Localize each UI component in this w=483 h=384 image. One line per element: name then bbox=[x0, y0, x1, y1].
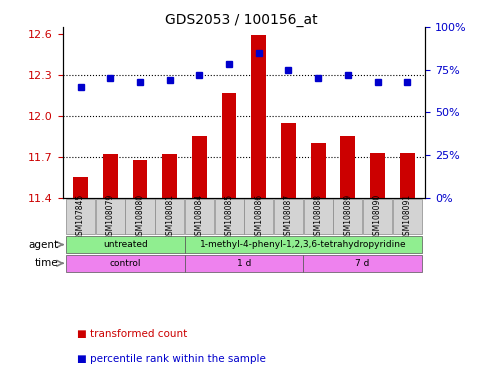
Text: agent: agent bbox=[28, 240, 58, 250]
FancyBboxPatch shape bbox=[126, 199, 155, 235]
Text: 7 d: 7 d bbox=[355, 259, 370, 268]
Text: GSM108080: GSM108080 bbox=[136, 194, 144, 240]
FancyBboxPatch shape bbox=[244, 199, 273, 235]
Text: GSM108079: GSM108079 bbox=[106, 194, 115, 240]
Text: untreated: untreated bbox=[103, 240, 147, 249]
Text: GDS2053 / 100156_at: GDS2053 / 100156_at bbox=[165, 13, 318, 27]
Text: GSM108086: GSM108086 bbox=[254, 194, 263, 240]
Text: GSM108091: GSM108091 bbox=[403, 194, 412, 240]
Text: control: control bbox=[109, 259, 141, 268]
Text: 1 d: 1 d bbox=[237, 259, 251, 268]
Text: GSM107845: GSM107845 bbox=[76, 194, 85, 240]
Bar bbox=[251, 35, 266, 198]
Bar bbox=[400, 153, 414, 198]
FancyBboxPatch shape bbox=[155, 199, 184, 235]
Bar bbox=[162, 154, 177, 198]
Text: GSM108087: GSM108087 bbox=[284, 194, 293, 240]
Text: ■ transformed count: ■ transformed count bbox=[77, 329, 187, 339]
Text: GSM108090: GSM108090 bbox=[373, 194, 382, 240]
FancyBboxPatch shape bbox=[66, 199, 95, 235]
FancyBboxPatch shape bbox=[185, 236, 422, 253]
Bar bbox=[222, 93, 237, 198]
Text: GSM108084: GSM108084 bbox=[195, 194, 204, 240]
Text: 1-methyl-4-phenyl-1,2,3,6-tetrahydropyridine: 1-methyl-4-phenyl-1,2,3,6-tetrahydropyri… bbox=[200, 240, 407, 249]
FancyBboxPatch shape bbox=[66, 255, 185, 272]
Bar bbox=[311, 143, 326, 198]
FancyBboxPatch shape bbox=[96, 199, 125, 235]
Bar bbox=[132, 159, 147, 198]
Text: GSM108081: GSM108081 bbox=[165, 194, 174, 240]
FancyBboxPatch shape bbox=[214, 199, 243, 235]
Bar bbox=[281, 122, 296, 198]
FancyBboxPatch shape bbox=[66, 236, 185, 253]
FancyBboxPatch shape bbox=[274, 199, 303, 235]
FancyBboxPatch shape bbox=[185, 199, 214, 235]
Text: GSM108089: GSM108089 bbox=[343, 194, 352, 240]
FancyBboxPatch shape bbox=[363, 199, 392, 235]
FancyBboxPatch shape bbox=[185, 255, 303, 272]
FancyBboxPatch shape bbox=[333, 199, 362, 235]
FancyBboxPatch shape bbox=[393, 199, 422, 235]
Bar bbox=[103, 154, 118, 198]
Text: GSM108088: GSM108088 bbox=[313, 194, 323, 240]
Bar bbox=[73, 177, 88, 198]
Bar bbox=[192, 136, 207, 198]
Bar bbox=[370, 153, 385, 198]
FancyBboxPatch shape bbox=[303, 255, 422, 272]
Bar bbox=[341, 136, 355, 198]
FancyBboxPatch shape bbox=[304, 199, 333, 235]
Text: time: time bbox=[35, 258, 58, 268]
Text: GSM108085: GSM108085 bbox=[225, 194, 234, 240]
Text: ■ percentile rank within the sample: ■ percentile rank within the sample bbox=[77, 354, 266, 364]
